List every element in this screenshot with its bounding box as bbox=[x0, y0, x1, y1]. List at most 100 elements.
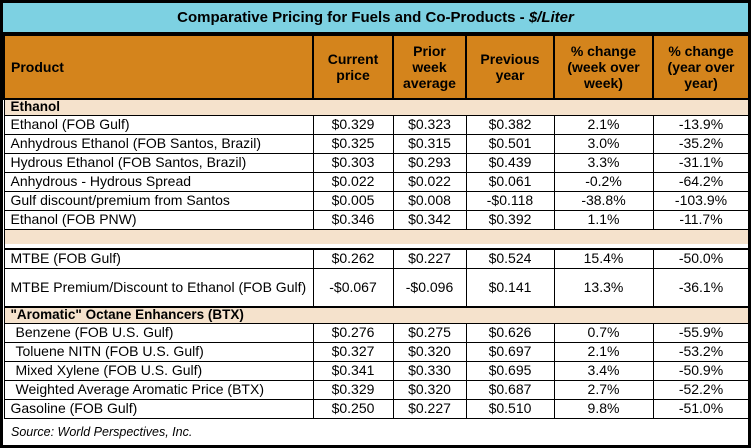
value-cell: -$0.118 bbox=[465, 190, 555, 211]
table-row: MTBE (FOB Gulf) $0.262 $0.227 $0.524 15.4% -5… bbox=[3, 248, 748, 269]
value-cell: -55.9% bbox=[652, 323, 748, 344]
value-cell: $0.501 bbox=[465, 133, 555, 154]
product-cell: Gulf discount/premium from Santos bbox=[3, 190, 314, 211]
spacer-cell bbox=[3, 228, 748, 245]
product-cell: Mixed Xylene (FOB U.S. Gulf) bbox=[3, 361, 314, 382]
value-cell: 1.1% bbox=[553, 209, 654, 230]
value-cell: $0.022 bbox=[312, 171, 394, 192]
value-cell: -0.2% bbox=[553, 171, 654, 192]
value-cell: $0.327 bbox=[312, 342, 394, 363]
value-cell: 3.3% bbox=[553, 152, 654, 173]
column-header: Previous year bbox=[465, 34, 555, 100]
section-label: Ethanol bbox=[3, 97, 748, 116]
value-cell: $0.250 bbox=[312, 399, 394, 420]
value-cell: $0.697 bbox=[465, 342, 555, 363]
pricing-table-body: Ethanol Ethanol (FOB Gulf) $0.329 $0.323 $0.… bbox=[3, 97, 748, 420]
product-cell: Gasoline (FOB Gulf) bbox=[3, 399, 314, 420]
value-cell: $0.227 bbox=[392, 399, 467, 420]
value-cell: -51.0% bbox=[652, 399, 748, 420]
value-cell: $0.439 bbox=[465, 152, 555, 173]
value-cell: $0.323 bbox=[392, 114, 467, 135]
value-cell: -31.1% bbox=[652, 152, 748, 173]
value-cell: $0.346 bbox=[312, 209, 394, 230]
product-cell: Anhydrous - Hydrous Spread bbox=[3, 171, 314, 192]
value-cell: 0.7% bbox=[553, 323, 654, 344]
value-cell: $0.320 bbox=[392, 380, 467, 401]
value-cell: -$0.067 bbox=[312, 267, 394, 308]
spacer-row bbox=[3, 228, 748, 245]
value-cell: 3.4% bbox=[553, 361, 654, 382]
value-cell: $0.005 bbox=[312, 190, 394, 211]
value-cell: $0.626 bbox=[465, 323, 555, 344]
value-cell: -11.7% bbox=[652, 209, 748, 230]
value-cell: $0.262 bbox=[312, 248, 394, 269]
table-title-unit: $/Liter bbox=[528, 9, 574, 26]
product-cell: MTBE Premium/Discount to Ethanol (FOB Gu… bbox=[3, 267, 314, 308]
value-cell: 2.7% bbox=[553, 380, 654, 401]
pricing-table: Product Current price Prior week average Pr… bbox=[3, 34, 748, 420]
product-cell: Ethanol (FOB PNW) bbox=[3, 209, 314, 230]
value-cell: -52.2% bbox=[652, 380, 748, 401]
value-cell: $0.141 bbox=[465, 267, 555, 308]
value-cell: 2.1% bbox=[553, 342, 654, 363]
table-row: Ethanol (FOB Gulf) $0.329 $0.323 $0.382 2.1%… bbox=[3, 114, 748, 135]
value-cell: $0.329 bbox=[312, 114, 394, 135]
value-cell: 15.4% bbox=[553, 248, 654, 269]
table-row: Gasoline (FOB Gulf) $0.250 $0.227 $0.510 9.8… bbox=[3, 399, 748, 420]
value-cell: -64.2% bbox=[652, 171, 748, 192]
product-cell: MTBE (FOB Gulf) bbox=[3, 248, 314, 269]
product-cell: Ethanol (FOB Gulf) bbox=[3, 114, 314, 135]
spacer-cell bbox=[3, 244, 748, 251]
column-header: % change (week over week) bbox=[553, 34, 654, 100]
value-cell: 2.1% bbox=[553, 114, 654, 135]
value-cell: $0.510 bbox=[465, 399, 555, 420]
value-cell: $0.524 bbox=[465, 248, 555, 269]
product-cell: Hydrous Ethanol (FOB Santos, Brazil) bbox=[3, 152, 314, 173]
value-cell: $0.341 bbox=[312, 361, 394, 382]
value-cell: $0.329 bbox=[312, 380, 394, 401]
header-row: Product Current price Prior week average Pr… bbox=[3, 34, 748, 100]
value-cell: -50.0% bbox=[652, 248, 748, 269]
value-cell: $0.695 bbox=[465, 361, 555, 382]
table-row: MTBE Premium/Discount to Ethanol (FOB Gu… bbox=[3, 267, 748, 308]
value-cell: -13.9% bbox=[652, 114, 748, 135]
table-row: Toluene NITN (FOB U.S. Gulf) $0.327 $0.320… bbox=[3, 342, 748, 363]
value-cell: $0.325 bbox=[312, 133, 394, 154]
value-cell: $0.022 bbox=[392, 171, 467, 192]
table-title-main: Comparative Pricing for Fuels and Co-Pro… bbox=[177, 9, 529, 26]
product-cell: Anhydrous Ethanol (FOB Santos, Brazil) bbox=[3, 133, 314, 154]
table-row: Anhydrous Ethanol (FOB Santos, Brazil) $0… bbox=[3, 133, 748, 154]
source-note: Source: World Perspectives, Inc. bbox=[11, 425, 193, 440]
product-cell: Benzene (FOB U.S. Gulf) bbox=[3, 323, 314, 344]
product-cell: Toluene NITN (FOB U.S. Gulf) bbox=[3, 342, 314, 363]
table-row: Mixed Xylene (FOB U.S. Gulf) $0.341 $0.330… bbox=[3, 361, 748, 382]
value-cell: -38.8% bbox=[553, 190, 654, 211]
column-header-product: Product bbox=[3, 34, 314, 100]
column-header: % change (year over year) bbox=[652, 34, 748, 100]
value-cell: $0.276 bbox=[312, 323, 394, 344]
value-cell: $0.687 bbox=[465, 380, 555, 401]
column-header: Prior week average bbox=[392, 34, 467, 100]
value-cell: $0.008 bbox=[392, 190, 467, 211]
value-cell: $0.330 bbox=[392, 361, 467, 382]
pricing-table-header: Product Current price Prior week average Pr… bbox=[3, 34, 748, 100]
value-cell: -35.2% bbox=[652, 133, 748, 154]
spacer-row bbox=[3, 244, 748, 251]
value-cell: $0.392 bbox=[465, 209, 555, 230]
table-row: Ethanol (FOB PNW) $0.346 $0.342 $0.392 1.1% -… bbox=[3, 209, 748, 230]
value-cell: $0.293 bbox=[392, 152, 467, 173]
table-row: Benzene (FOB U.S. Gulf) $0.276 $0.275 $0.62… bbox=[3, 323, 748, 344]
value-cell: $0.315 bbox=[392, 133, 467, 154]
column-header: Current price bbox=[312, 34, 394, 100]
value-cell: $0.227 bbox=[392, 248, 467, 269]
value-cell: 9.8% bbox=[553, 399, 654, 420]
product-cell: Weighted Average Aromatic Price (BTX) bbox=[3, 380, 314, 401]
value-cell: $0.275 bbox=[392, 323, 467, 344]
value-cell: $0.342 bbox=[392, 209, 467, 230]
table-row: Gulf discount/premium from Santos $0.005 $… bbox=[3, 190, 748, 211]
value-cell: 3.0% bbox=[553, 133, 654, 154]
value-cell: -$0.096 bbox=[392, 267, 467, 308]
section-header-row: "Aromatic" Octane Enhancers (BTX) bbox=[3, 306, 748, 325]
table-row: Weighted Average Aromatic Price (BTX) $0.… bbox=[3, 380, 748, 401]
